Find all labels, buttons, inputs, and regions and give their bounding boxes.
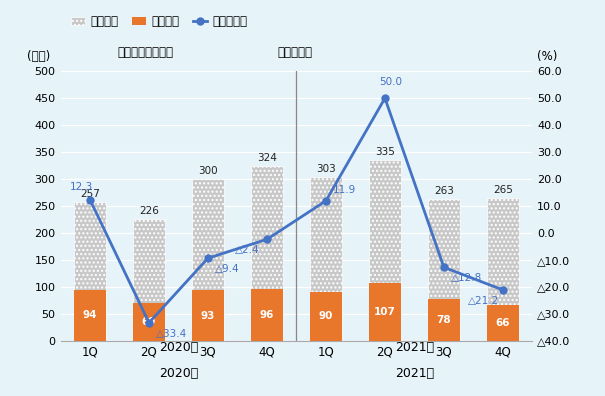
- Text: 12.3: 12.3: [70, 182, 93, 192]
- Bar: [132, 303, 165, 341]
- Bar: [132, 219, 165, 341]
- Text: 90: 90: [319, 311, 333, 321]
- Bar: [368, 283, 401, 341]
- Text: 257: 257: [80, 189, 100, 199]
- Text: △21.2: △21.2: [468, 296, 499, 306]
- Text: （小型トラック）: （小型トラック）: [117, 46, 173, 59]
- Bar: [486, 198, 519, 341]
- Text: △33.4: △33.4: [156, 329, 188, 339]
- Bar: [368, 160, 401, 341]
- Text: 66: 66: [495, 318, 510, 328]
- Bar: [250, 289, 283, 341]
- Text: 2020年: 2020年: [159, 341, 198, 354]
- Text: 303: 303: [316, 164, 336, 174]
- Bar: [310, 177, 342, 341]
- Text: (%): (%): [537, 50, 557, 63]
- Text: 300: 300: [198, 166, 218, 176]
- Legend: 販売台数, 販売台数, 前年同期比: 販売台数, 販売台数, 前年同期比: [67, 11, 252, 33]
- Text: 2020年: 2020年: [159, 367, 198, 380]
- Bar: [486, 305, 519, 341]
- Text: 107: 107: [374, 307, 396, 317]
- Bar: [74, 290, 106, 341]
- Text: 78: 78: [437, 314, 451, 325]
- Bar: [192, 291, 224, 341]
- Text: 2021年: 2021年: [395, 367, 434, 380]
- Bar: [310, 292, 342, 341]
- Text: 50.0: 50.0: [379, 78, 402, 88]
- Text: 335: 335: [375, 147, 395, 157]
- Text: (万台): (万台): [27, 50, 51, 63]
- Bar: [428, 299, 460, 341]
- Text: 94: 94: [83, 310, 97, 320]
- Text: △2.4: △2.4: [235, 246, 259, 255]
- Text: （乗用車）: （乗用車）: [278, 46, 313, 59]
- Text: 96: 96: [260, 310, 274, 320]
- Text: 324: 324: [257, 153, 277, 163]
- Bar: [74, 202, 106, 341]
- Text: 2021年: 2021年: [395, 341, 434, 354]
- Text: △12.8: △12.8: [451, 274, 482, 284]
- Bar: [428, 199, 460, 341]
- Text: 69: 69: [142, 317, 156, 327]
- Text: △9.4: △9.4: [215, 264, 240, 274]
- Text: 265: 265: [493, 185, 513, 194]
- Bar: [250, 166, 283, 341]
- Bar: [192, 179, 224, 341]
- Text: 93: 93: [201, 310, 215, 320]
- Text: 11.9: 11.9: [333, 185, 356, 195]
- Text: 226: 226: [139, 206, 159, 215]
- Text: 263: 263: [434, 186, 454, 196]
